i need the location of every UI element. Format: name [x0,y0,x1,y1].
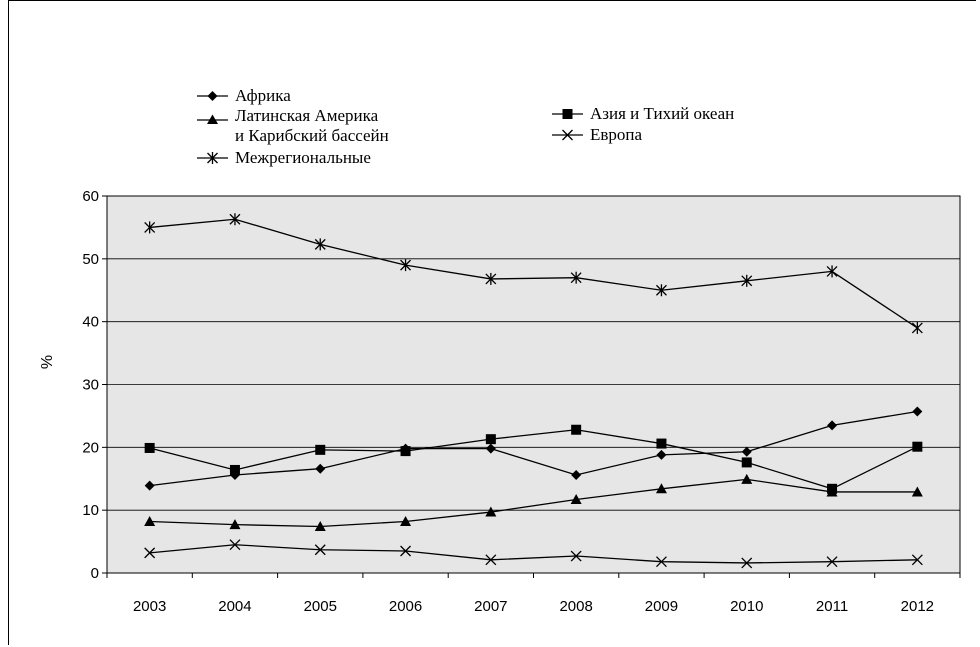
interregional-point [911,321,923,334]
interregional-point [400,259,412,272]
europe-point [485,554,497,566]
asia-pacific-point [741,457,752,468]
series-europe [144,539,923,569]
interregional-point [741,274,753,287]
latin-america-point [400,515,412,526]
africa-point [656,449,667,460]
chart-frame [8,0,976,645]
africa-point [315,463,326,474]
x-tick-label: 2004 [218,598,251,615]
square-marker-icon [562,109,573,119]
europe-point [229,539,241,551]
asterisk-marker-icon [207,152,218,164]
legend-item-europe: Европа [552,125,643,144]
x-tick-label: 2010 [730,598,763,615]
interregional-point [144,221,156,234]
legend-label-latin-line2: и Карибский бассейн [235,126,389,145]
latin-america-point [144,515,156,526]
interregional-point [229,213,241,226]
africa-point [144,480,155,491]
europe-point [826,556,838,568]
y-tick-label: 40 [82,314,99,331]
asia-pacific-point [656,438,667,449]
latin-america-point [911,486,923,497]
africa-point [571,469,582,480]
europe-point [144,547,156,559]
y-tick-label: 0 [91,565,99,582]
legend-label-europe: Европа [590,125,643,144]
x-tick-label: 2011 [816,598,848,615]
series-line-africa [149,410,918,487]
africa-point [485,443,496,454]
interregional-point [655,284,667,297]
series-latin-america [144,473,923,532]
latin-america-point [229,519,241,530]
legend-item-interregional: Межрегиональные [197,148,371,167]
europe-point [314,544,326,556]
legend-label-asia: Азия и Тихий океан [590,104,734,123]
latin-america-point [314,521,326,532]
x-tick-label: 2003 [133,598,166,615]
x-marker-icon [562,129,573,141]
x-tick-label: 2005 [304,598,337,615]
y-tick-label: 20 [82,439,99,456]
legend-label-latin-line1: Латинская Америка [235,106,379,125]
y-tick-label: 10 [82,502,99,519]
x-tick-label: 2006 [389,598,422,615]
africa-point [741,446,752,457]
series-line-asia-pacific [149,429,918,490]
asia-pacific-point [144,442,155,453]
gridlines [107,258,960,511]
series-layer [144,213,923,569]
diamond-marker-icon [207,91,218,101]
asia-pacific-point [912,441,923,452]
x-axis: 2003 2004 2005 2006 2007 2008 2009 2010 2011 2012 [106,573,961,615]
latin-america-point [655,483,667,494]
legend: Африка Латинская Америка и Карибский бас… [197,86,734,167]
y-tick-label: 60 [82,188,99,205]
asia-pacific-point [485,434,496,445]
africa-point [827,420,838,431]
europe-point [741,557,753,569]
y-axis: 0 10 20 30 40 50 60 [82,188,108,582]
x-tick-label: 2007 [474,598,507,615]
x-tick-label: 2008 [559,598,592,615]
legend-item-africa: Африка [197,86,291,105]
asia-pacific-point [229,464,240,475]
interregional-point [314,238,326,251]
latin-america-point [570,493,582,504]
legend-label-interregional: Межрегиональные [235,148,371,167]
latin-america-point [741,473,753,484]
interregional-point [570,271,582,284]
series-line-latin-america [149,478,918,528]
series-line-interregional [149,218,918,329]
europe-point [570,550,582,562]
europe-point [911,554,923,566]
x-tick-label: 2009 [645,598,678,615]
triangle-marker-icon [207,114,218,124]
asia-pacific-point [315,444,326,455]
africa-point [912,406,923,417]
legend-item-latin-america: Латинская Америка и Карибский бассейн [197,106,389,145]
y-tick-label: 30 [82,377,99,394]
series-interregional [144,213,923,334]
x-tick-label: 2012 [901,598,934,615]
series-africa [144,406,923,491]
europe-point [400,545,412,557]
y-tick-label: 50 [82,251,99,268]
interregional-point [485,272,497,285]
legend-item-asia: Азия и Тихий океан [552,104,734,123]
legend-label-africa: Африка [235,86,291,105]
asia-pacific-point [400,446,411,457]
latin-america-point [485,506,497,517]
asia-pacific-point [571,424,582,435]
interregional-point [826,265,838,278]
y-axis-label: % [39,355,56,369]
latin-america-point [826,486,838,497]
europe-point [655,556,667,568]
series-line-europe [149,544,918,564]
